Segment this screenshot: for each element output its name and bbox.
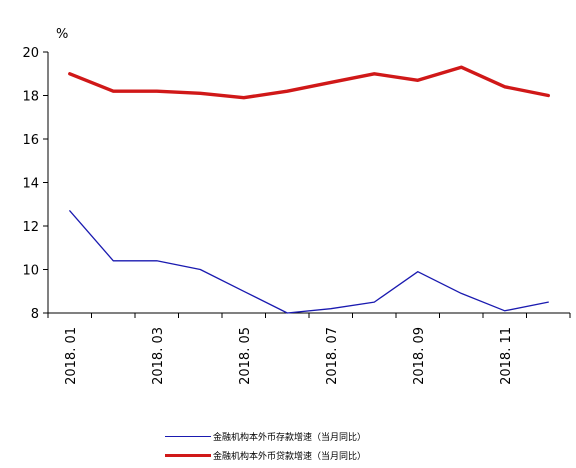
y-tick-label: 8 xyxy=(31,307,39,322)
x-tick-label: 2018. 03 xyxy=(151,327,166,385)
x-tick-label: 2018. 05 xyxy=(238,327,253,385)
y-axis-unit-label: % xyxy=(56,27,68,42)
x-tick-label: 2018. 01 xyxy=(64,327,79,385)
y-tick-label: 16 xyxy=(22,133,39,148)
y-tick-label: 12 xyxy=(22,220,39,235)
y-axis-ticks: 8 10 12 14 16 18 20 xyxy=(22,46,48,322)
legend-label-loan: 金融机构本外币贷款增速（当月同比） xyxy=(213,451,367,462)
x-axis-ticks: 2018. 01 2018. 03 2018. 05 2018. 07 2018. 09… xyxy=(47,313,571,385)
x-tick-label: 2018. 09 xyxy=(412,327,427,385)
x-tick-label: 2018. 07 xyxy=(325,327,340,385)
y-tick-label: 18 xyxy=(22,90,39,105)
chart-series xyxy=(68,65,550,314)
legend-swatch-loan xyxy=(165,453,211,457)
y-tick-label: 14 xyxy=(22,177,39,192)
y-tick-label: 20 xyxy=(22,46,39,61)
x-tick-label: 2018. 11 xyxy=(499,327,514,385)
legend-item-loan: 金融机构本外币贷款增速（当月同比） xyxy=(165,446,525,464)
legend-swatch-deposit xyxy=(165,435,211,437)
y-tick-label: 10 xyxy=(22,264,39,279)
loan-growth-line xyxy=(68,65,550,100)
legend-item-deposit: 金融机构本外币存款增速（当月同比） xyxy=(165,427,525,445)
legend-label-deposit: 金融机构本外币存款增速（当月同比） xyxy=(213,432,367,443)
deposit-growth-line xyxy=(69,210,549,314)
